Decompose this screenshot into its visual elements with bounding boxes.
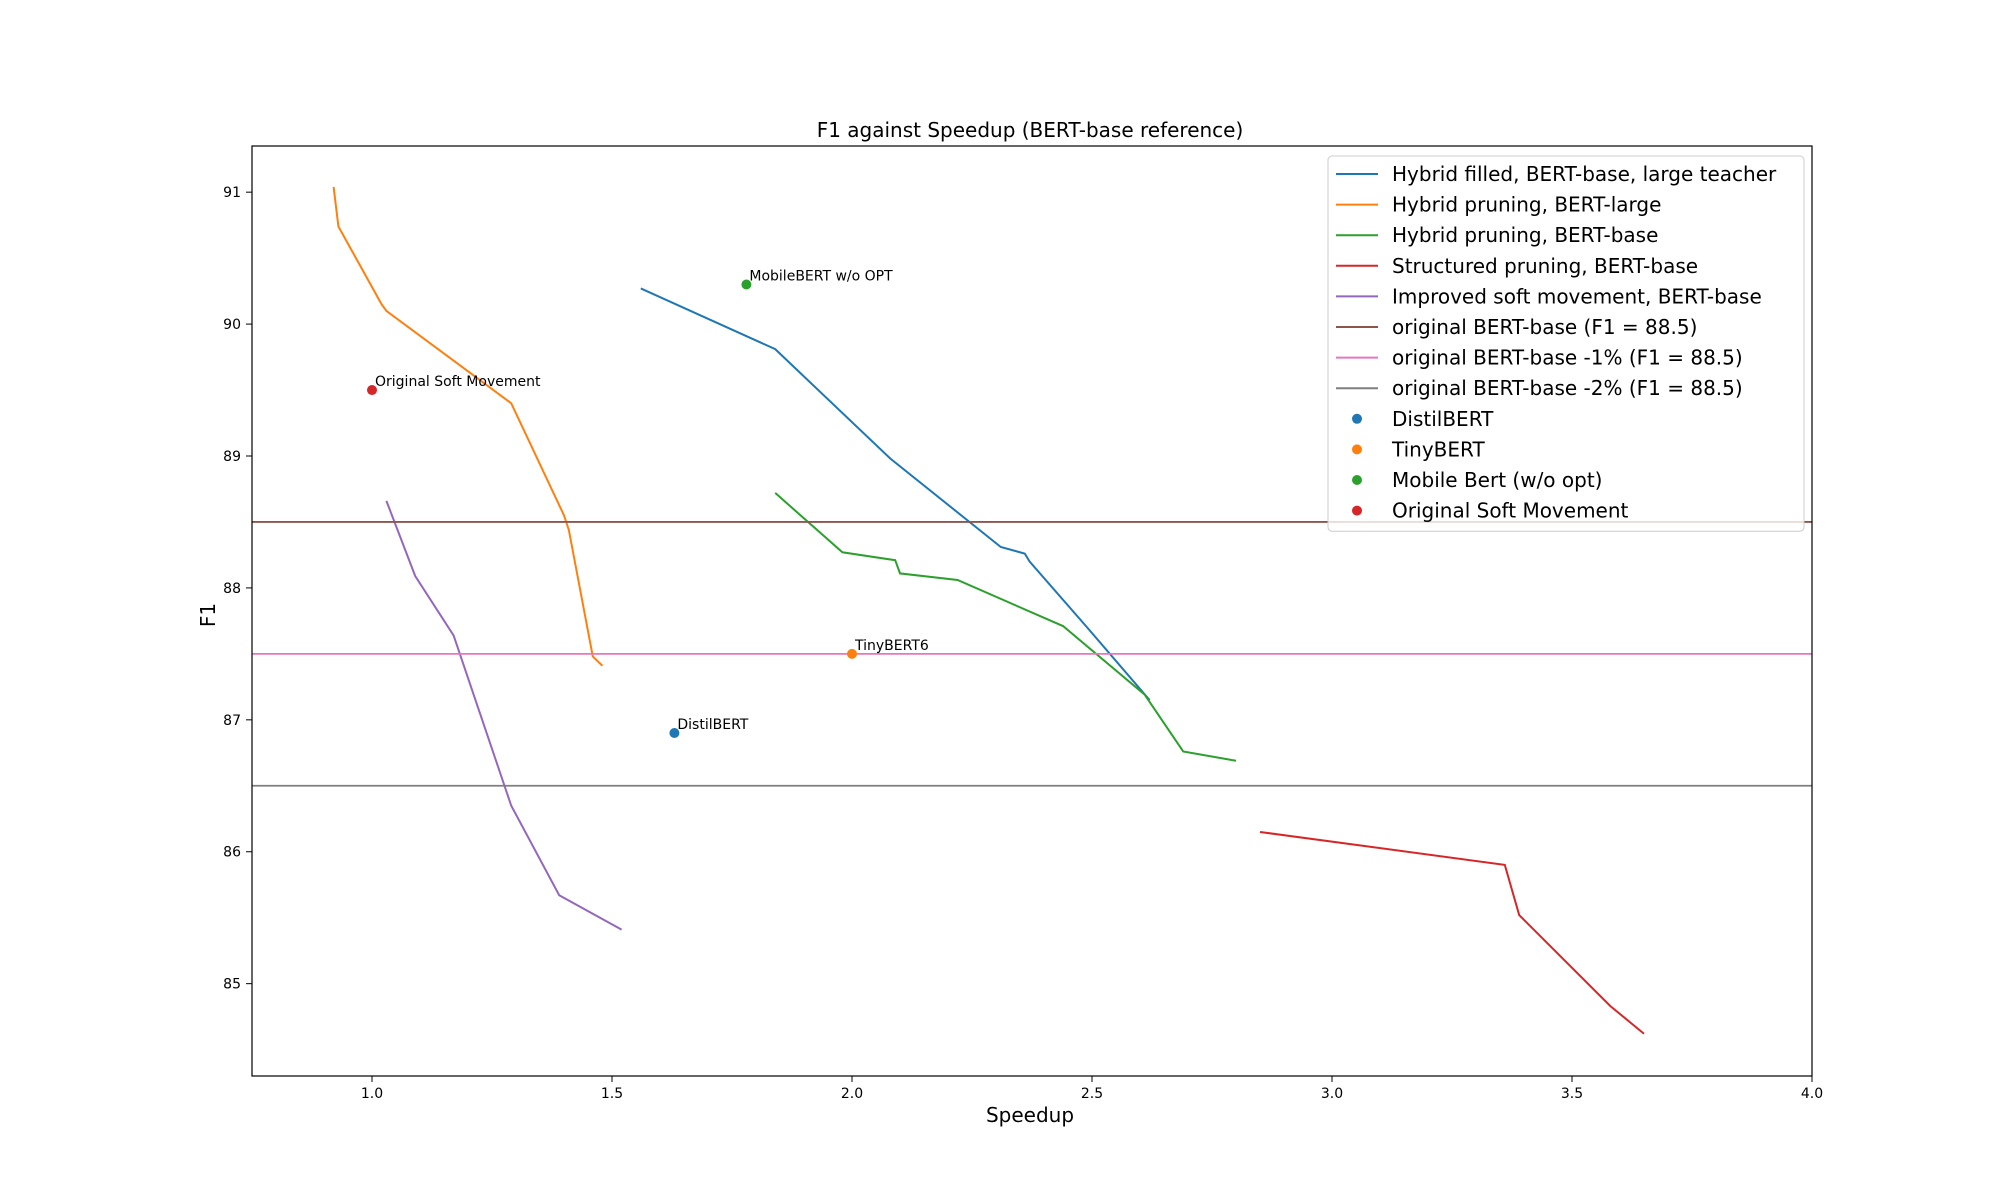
legend-label-4: Improved soft movement, BERT-base: [1392, 284, 1762, 308]
x-tick-label-3: 2.5: [1081, 1086, 1103, 1102]
legend-label-10: Mobile Bert (w/o opt): [1392, 468, 1602, 492]
y-tick-label-0: 85: [223, 977, 241, 993]
y-tick-label-4: 89: [223, 449, 241, 465]
series-line-2: [774, 492, 1237, 762]
x-tick-label-0: 1.0: [361, 1086, 383, 1102]
legend-label-3: Structured pruning, BERT-base: [1392, 254, 1698, 278]
legend-label-11: Original Soft Movement: [1392, 499, 1629, 523]
legend-marker-8: [1352, 413, 1362, 424]
scatter-annotation-2: MobileBERT w/o OPT: [749, 269, 893, 285]
y-tick-label-2: 87: [223, 713, 241, 729]
x-tick-label-4: 3.0: [1321, 1086, 1343, 1102]
legend-label-7: original BERT-base -2% (F1 = 88.5): [1392, 376, 1743, 400]
scatter-point-2: [741, 279, 752, 290]
y-tick-label-3: 88: [223, 581, 241, 597]
y-tick-label-5: 90: [223, 317, 241, 333]
legend-marker-10: [1352, 475, 1362, 485]
plot-frame: [251, 145, 1813, 1077]
x-tick-label-6: 4.0: [1801, 1086, 1823, 1102]
y-tick-label-6: 91: [223, 185, 241, 201]
series-line-0: [640, 287, 1151, 701]
series-line-1: [332, 186, 604, 667]
scatter-point-1: [847, 648, 857, 659]
legend-label-5: original BERT-base (F1 = 88.5): [1392, 315, 1697, 339]
scatter-annotation-3: Original Soft Movement: [375, 374, 541, 390]
x-axis-label: Speedup: [986, 1103, 1074, 1127]
series-line-4: [385, 500, 623, 931]
chart-title: F1 against Speedup (BERT-base reference): [817, 118, 1244, 142]
scatter-annotation-1: TinyBERT6: [854, 638, 929, 654]
legend-label-0: Hybrid filled, BERT-base, large teacher: [1392, 162, 1777, 186]
scatter-annotation-0: DistilBERT: [677, 717, 748, 733]
y-axis-label: F1: [196, 603, 220, 627]
legend-label-8: DistilBERT: [1392, 407, 1494, 431]
x-tick-label-5: 3.5: [1561, 1086, 1583, 1102]
x-tick-label-1: 1.5: [601, 1086, 623, 1102]
legend: Hybrid filled, BERT-base, large teacher H…: [1327, 155, 1805, 532]
legend-label-6: original BERT-base -1% (F1 = 88.5): [1392, 346, 1743, 370]
legend-marker-11: [1352, 505, 1362, 516]
scatter-point-0: [669, 728, 680, 739]
series-line-3: [1259, 830, 1645, 1035]
scatter-point-3: [367, 385, 377, 396]
legend-label-1: Hybrid pruning, BERT-large: [1392, 193, 1661, 217]
legend-marker-9: [1352, 444, 1362, 455]
legend-label-2: Hybrid pruning, BERT-base: [1392, 223, 1658, 247]
legend-label-9: TinyBERT: [1391, 437, 1485, 461]
legend-box: [1327, 155, 1805, 532]
y-tick-label-1: 86: [223, 845, 241, 861]
x-tick-label-2: 2.0: [841, 1086, 863, 1102]
